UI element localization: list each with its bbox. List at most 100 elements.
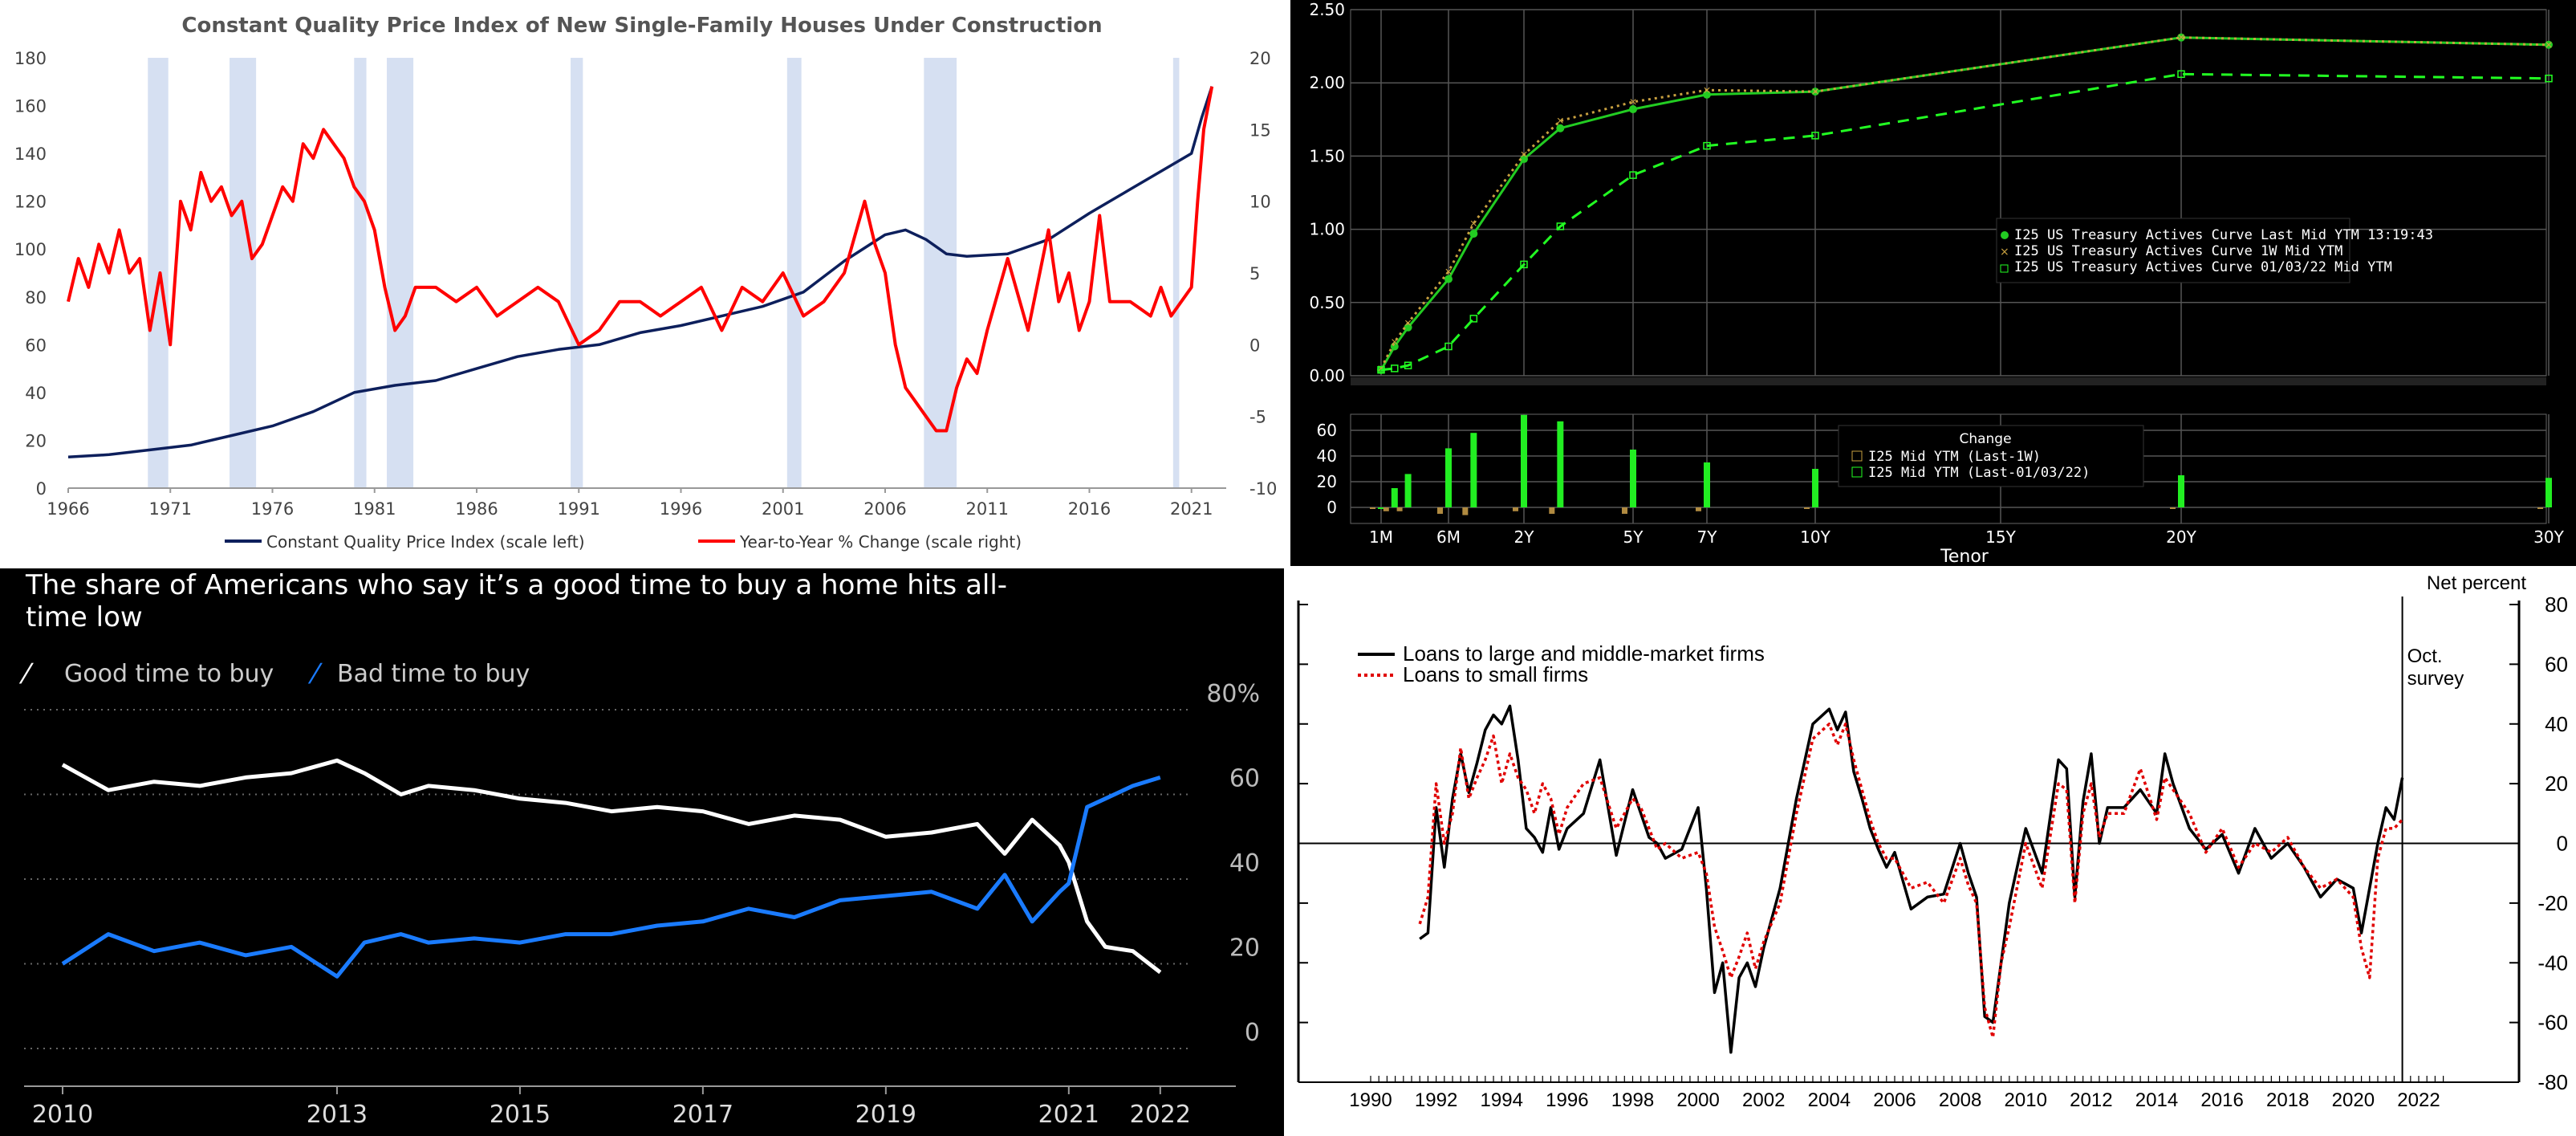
y-tick-label: -20 — [2537, 891, 2568, 915]
chart-title-line-2: time low — [26, 601, 143, 633]
y-tick-label: 80 — [2545, 592, 2568, 617]
series-point-week: × — [1470, 217, 1477, 230]
x-tick-label: 2006 — [863, 499, 906, 519]
x-tick-label: 2021 — [1170, 499, 1213, 519]
y-tick-label: 0 — [1245, 1019, 1260, 1047]
y-tick-label: 2.50 — [1309, 0, 1345, 19]
x-tick-label: 2022 — [1130, 1101, 1191, 1129]
x-tick-label: 2016 — [1068, 499, 1111, 519]
x-tick-label: 1991 — [558, 499, 600, 519]
y-right-tick-label: 20 — [1249, 49, 1271, 68]
y-right-tick-label: 5 — [1249, 264, 1260, 283]
series-point-jan — [1469, 315, 1478, 323]
bar-change-jan — [1470, 433, 1477, 507]
series-point-last — [1556, 124, 1565, 132]
chart-legend: Loans to large and middle-market firms L… — [1358, 641, 1765, 686]
x-tick-label: 1971 — [149, 499, 192, 519]
series-point-jan — [2545, 74, 2553, 83]
series-point-week: × — [1404, 316, 1412, 330]
bar-change-jan — [1404, 474, 1412, 507]
bar-change-jan — [2546, 478, 2552, 507]
series-point-last — [2177, 33, 2185, 42]
y-right-tick-label: -5 — [1249, 408, 1266, 427]
bar-change-1w — [1513, 507, 1518, 511]
y-tick-label: -40 — [2537, 951, 2568, 975]
x-tick-label: 7Y — [1697, 527, 1718, 547]
recession-band — [786, 58, 802, 488]
series-point-jan — [1444, 342, 1453, 351]
x-tick-label: 1981 — [353, 499, 396, 519]
legend-box-bottom — [1838, 425, 2144, 487]
y-change-tick-label: 60 — [1317, 421, 1337, 440]
x-tick-label: 1996 — [1546, 1089, 1588, 1111]
x-tick-label: 2012 — [2070, 1089, 2112, 1111]
series-point-jan — [1520, 260, 1528, 269]
series-line-bad — [61, 776, 1161, 979]
legend-marker-week: × — [2000, 246, 2009, 259]
x-tick-label: 2010 — [2005, 1089, 2047, 1111]
x-tick-label: 2014 — [2135, 1089, 2178, 1111]
y-tick-label: -80 — [2537, 1070, 2568, 1094]
legend-marker-bad: ⁄ — [307, 658, 323, 690]
y-tick-label: 80% — [1206, 680, 1260, 708]
bar-change-jan — [1445, 448, 1452, 507]
legend-label-last-jan: I25 Mid YTM (Last-01/03/22) — [1868, 465, 2090, 481]
series-point-jan — [1556, 222, 1565, 230]
bar-change-jan — [1521, 414, 1527, 507]
x-tick-label: 2022 — [2397, 1089, 2440, 1111]
series-point-week: × — [1520, 149, 1527, 162]
x-tick-label: 2020 — [2332, 1089, 2375, 1111]
x-tick-label: 2000 — [1676, 1089, 1719, 1111]
legend-label-week: I25 US Treasury Actives Curve 1W Mid YTM — [2014, 243, 2342, 259]
bar-change-jan — [1704, 462, 1710, 507]
y-tick-label: 20 — [1229, 934, 1260, 963]
chart-price-index-panel: Constant Quality Price Index of New Sing… — [0, 0, 1284, 566]
y-axis-unit: Net percent — [2427, 572, 2526, 594]
x-tick-label: 5Y — [1623, 527, 1644, 547]
bar-change-jan — [1812, 469, 1818, 507]
chart-legend-bottom: Change I25 Mid YTM (Last-1W) I25 Mid YTM… — [1838, 425, 2144, 487]
recession-band — [387, 58, 414, 488]
x-tick-label: 1996 — [660, 499, 702, 519]
series-line-small-firms — [1418, 723, 2403, 1039]
series-point-week: × — [2545, 39, 2552, 52]
y-change-tick-label: 0 — [1327, 498, 1337, 517]
legend-marker-last-1w — [1851, 450, 1863, 462]
x-tick-label: 2013 — [307, 1101, 368, 1129]
bar-change-1w — [1462, 507, 1469, 515]
y-left-tick-label: 120 — [14, 193, 47, 212]
series-point-week: × — [1629, 96, 1636, 109]
chart-legend: Constant Quality Price Index (scale left… — [225, 532, 1022, 552]
x-tick-label: 2019 — [855, 1101, 916, 1129]
recession-band — [230, 58, 257, 488]
y-left-tick-label: 60 — [25, 336, 47, 355]
legend-label-last-1w: I25 Mid YTM (Last-1W) — [1868, 449, 2041, 465]
x-tick-label: 30Y — [2533, 527, 2564, 547]
series-point-jan — [1404, 361, 1412, 369]
x-tick-label: 2011 — [966, 499, 1009, 519]
series-point-jan — [2177, 70, 2185, 79]
bar-change-1w — [2537, 507, 2543, 509]
y-left-tick-label: 140 — [14, 145, 47, 164]
series-point-last — [1377, 365, 1385, 374]
bar-change-1w — [1396, 507, 1403, 511]
chart-treasury-curve-panel: 0.00 0.50 1.00 1.50 2.00 2.50 0 20 40 60 1M 6M 2Y 5Y 7… — [1290, 0, 2576, 566]
series-point-last — [1703, 90, 1711, 99]
recession-band — [924, 58, 957, 488]
bar-change-1w — [1622, 507, 1627, 514]
x-tick-label: 2001 — [762, 499, 804, 519]
series-line-large-firms — [1419, 704, 2404, 1054]
x-tick-label: 2016 — [2200, 1089, 2243, 1111]
series-line-last — [1379, 36, 2550, 371]
legend-marker-last-jan — [1851, 466, 1863, 478]
y-tick-label: 1.00 — [1309, 220, 1345, 239]
pane-separator — [1351, 377, 2546, 385]
plot-frame-top — [1350, 9, 2547, 377]
series-point-week: × — [1557, 115, 1564, 128]
bar-change-1w — [1549, 507, 1555, 514]
y-change-tick-label: 20 — [1317, 472, 1337, 491]
y-tick-label: 40 — [1229, 849, 1260, 877]
x-tick-label: 1998 — [1611, 1089, 1654, 1111]
chart-treasury-curve: 0.00 0.50 1.00 1.50 2.00 2.50 0 20 40 60 1M 6M 2Y 5Y 7… — [1309, 0, 2564, 566]
series-point-jan — [1377, 365, 1385, 374]
